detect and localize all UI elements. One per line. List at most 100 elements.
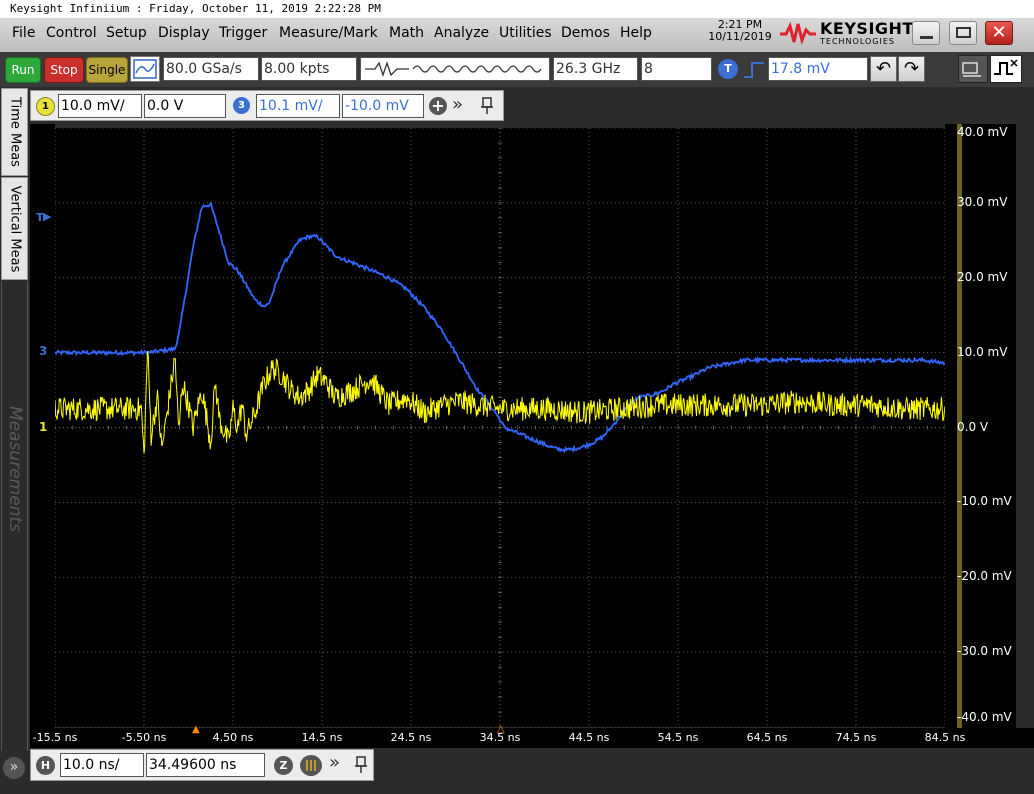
ch3-ground-marker[interactable]: 3 [39, 344, 48, 358]
acquisition-wave-icon [365, 60, 542, 78]
x-tick-label: 4.50 ns [212, 731, 254, 744]
knob-icon [306, 760, 316, 771]
keysight-wave-icon [780, 21, 816, 45]
single-button[interactable]: Single [86, 57, 128, 83]
trigger-arrow-icon: ▶ [43, 210, 52, 223]
y-tick-label: 0.0 V [957, 419, 989, 434]
clock-date: 10/11/2019 [708, 30, 772, 43]
expand-measurements-button[interactable]: » [3, 757, 25, 779]
waveform-trace-ch1 [55, 351, 945, 454]
menu-file[interactable]: File [12, 25, 36, 41]
y-tick-label: 10.0 mV [957, 344, 1008, 359]
menu-demos[interactable]: Demos [561, 25, 610, 41]
menu-setup[interactable]: Setup [106, 25, 147, 41]
x-tick-label: 64.5 ns [746, 731, 788, 744]
menu-help[interactable]: Help [620, 25, 652, 41]
x-tick-label: 74.5 ns [835, 731, 877, 744]
horizontal-scale-field[interactable]: 10.0 ns/ [60, 753, 144, 777]
expand-horizontal-icon[interactable]: » [329, 752, 341, 773]
clock: 2:21 PM 10/11/2019 [706, 19, 774, 43]
x-tick-label: -15.5 ns [32, 731, 78, 744]
x-tick-label: 24.5 ns [390, 731, 432, 744]
x-tick-label: 44.5 ns [568, 731, 610, 744]
y-tick-label: 20.0 mV [957, 269, 1008, 284]
waveform-plot [55, 128, 945, 727]
double-chevron-icon: » [9, 759, 19, 775]
menu-control[interactable]: Control [46, 25, 97, 41]
y-tick-label: -40.0 mV [957, 710, 1012, 724]
horizontal-bar: H 10.0 ns/ 34.49600 ns Z » [30, 749, 374, 781]
touch-mode-button[interactable] [990, 55, 1022, 83]
stop-button[interactable]: Stop [44, 57, 84, 83]
brand-name: KEYSIGHT [820, 19, 914, 38]
menu-measure-mark[interactable]: Measure/Mark [279, 25, 378, 41]
toolbar: Run Stop Single 80.0 GSa/s 8.00 kpts 26.… [0, 52, 1034, 87]
ch1-badge[interactable]: 1 [36, 97, 55, 116]
horizontal-badge[interactable]: H [36, 756, 55, 775]
add-channel-button[interactable]: + [429, 97, 447, 115]
trigger-level-marker[interactable]: T [36, 211, 44, 224]
minimize-icon [920, 36, 933, 39]
menu-analyze[interactable]: Analyze [434, 25, 490, 41]
memory-depth-field[interactable]: 8.00 kpts [261, 57, 357, 81]
horizontal-reference-marker[interactable]: ▲ [192, 724, 200, 735]
marker-column: T ▶ 3 1 [30, 124, 55, 728]
y-tick-label: -10.0 mV [957, 494, 1012, 509]
menu-display[interactable]: Display [158, 25, 210, 41]
dock-button[interactable] [958, 55, 988, 83]
measurements-panel[interactable]: Measurements [1, 281, 28, 751]
channel-bar: 1 10.0 mV/ 0.0 V 3 10.1 mV/ -10.0 mV + » [30, 90, 504, 121]
redo-button[interactable]: ↷ [898, 56, 925, 82]
menu-bar: File Control Setup Display Trigger Measu… [0, 18, 1034, 52]
zoom-badge[interactable]: Z [274, 756, 293, 775]
x-tick-label: -5.50 ns [121, 731, 167, 744]
trigger-badge[interactable]: T [718, 59, 738, 79]
vertical-meas-tab[interactable]: Vertical Meas [1, 177, 28, 280]
x-axis-panel: ▲ △ [30, 724, 1034, 748]
pin-icon[interactable] [479, 97, 495, 115]
side-tab-panel: Time Meas Vertical Meas Measurements » [0, 88, 29, 779]
close-button[interactable]: ✕ [985, 21, 1013, 45]
run-button[interactable]: Run [5, 57, 41, 83]
ch3-badge[interactable]: 3 [233, 97, 250, 114]
ch1-offset-field[interactable]: 0.0 V [144, 94, 226, 118]
minimize-button[interactable] [912, 21, 940, 45]
dock-icon [962, 62, 981, 77]
maximize-icon [956, 27, 971, 38]
waveform-display[interactable] [55, 128, 945, 727]
trigger-position-marker[interactable]: △ [497, 724, 505, 735]
ch3-scale-field[interactable]: 10.1 mV/ [256, 94, 340, 118]
bandwidth-field[interactable]: 26.3 GHz [553, 57, 638, 81]
autoscale-icon [133, 59, 157, 79]
acquisition-mode-field[interactable] [360, 57, 550, 81]
time-meas-tab[interactable]: Time Meas [1, 88, 28, 176]
autoscale-button[interactable] [130, 56, 160, 82]
horizontal-position-field[interactable]: 34.49600 ns [146, 753, 265, 777]
ch1-scale-field[interactable]: 10.0 mV/ [58, 94, 142, 118]
undo-button[interactable]: ↶ [870, 56, 897, 82]
plus-icon: + [431, 96, 445, 115]
waveform-trace-ch3 [55, 201, 945, 454]
maximize-button[interactable] [949, 21, 977, 45]
brand-sub: TECHNOLOGIES [820, 37, 895, 46]
sample-rate-field[interactable]: 80.0 GSa/s [163, 57, 259, 81]
x-tick-label: 34.5 ns [479, 731, 521, 744]
menu-utilities[interactable]: Utilities [499, 25, 552, 41]
y-tick-label: 30.0 mV [957, 194, 1008, 209]
x-tick-label: 54.5 ns [657, 731, 699, 744]
vertical-meas-tab-label: Vertical Meas [7, 185, 22, 272]
rising-edge-icon[interactable] [742, 60, 766, 80]
horizontal-pin-icon[interactable] [353, 756, 369, 774]
y-tick-label: 40.0 mV [957, 125, 1008, 139]
time-meas-tab-label: Time Meas [7, 97, 22, 167]
clock-time: 2:21 PM [717, 18, 763, 31]
averages-field[interactable]: 8 [641, 57, 712, 81]
trigger-level-field[interactable]: 17.8 mV [768, 57, 868, 81]
horizontal-knob-button[interactable] [300, 755, 322, 776]
ch3-offset-field[interactable]: -10.0 mV [342, 94, 424, 118]
menu-trigger[interactable]: Trigger [219, 25, 268, 41]
expand-channels-icon[interactable]: » [452, 94, 464, 115]
menu-math[interactable]: Math [389, 25, 425, 41]
undo-icon: ↶ [875, 58, 892, 79]
ch1-ground-marker[interactable]: 1 [39, 420, 48, 434]
